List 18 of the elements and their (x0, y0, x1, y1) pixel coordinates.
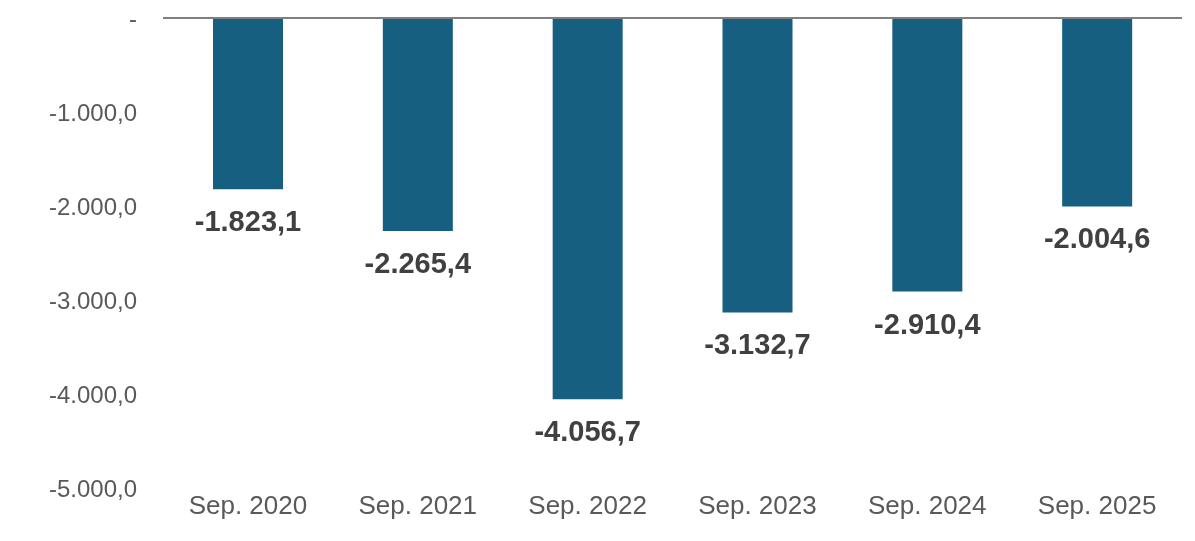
y-tick-label: -5.000,0 (48, 474, 137, 502)
x-tick-label: Sep. 2021 (358, 490, 478, 521)
y-tick-label: -2.000,0 (48, 192, 137, 220)
data-label: -2.910,4 (874, 307, 981, 340)
y-tick-label: -1.000,0 (48, 98, 137, 126)
x-tick-label: Sep. 2024 (867, 490, 987, 521)
data-label: -2.265,4 (364, 246, 472, 279)
x-tick-label: Sep. 2022 (528, 490, 647, 521)
y-tick-label: - (129, 4, 137, 32)
x-tick-label: Sep. 2025 (1037, 490, 1157, 521)
data-label: -1.823,1 (194, 205, 302, 238)
x-tick-label: Sep. 2023 (698, 490, 817, 521)
data-label: -2.004,6 (1043, 222, 1151, 255)
data-label: -4.056,7 (534, 415, 641, 448)
y-tick-label: -3.000,0 (48, 286, 137, 314)
y-tick-label: -4.000,0 (48, 380, 137, 408)
x-tick-label: Sep. 2020 (188, 490, 308, 521)
data-label: -3.132,7 (704, 328, 811, 361)
